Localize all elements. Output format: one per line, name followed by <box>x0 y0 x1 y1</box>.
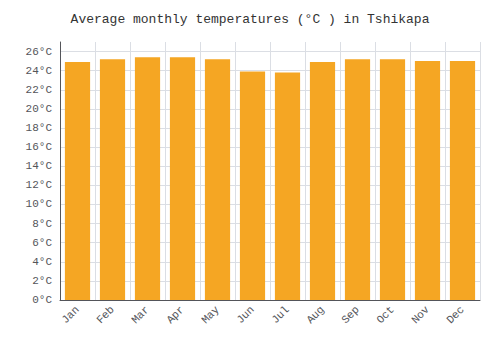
svg-text:10°C: 10°C <box>26 198 53 210</box>
svg-text:22°C: 22°C <box>26 84 53 96</box>
svg-text:Dec: Dec <box>444 304 466 326</box>
svg-text:Feb: Feb <box>94 304 116 326</box>
svg-text:Oct: Oct <box>374 304 396 326</box>
svg-text:4°C: 4°C <box>32 256 52 268</box>
svg-text:8°C: 8°C <box>32 218 52 230</box>
svg-text:20°C: 20°C <box>26 103 53 115</box>
svg-text:18°C: 18°C <box>26 122 53 134</box>
svg-text:14°C: 14°C <box>26 160 53 172</box>
svg-text:Mar: Mar <box>129 304 151 326</box>
svg-text:May: May <box>199 303 222 326</box>
svg-text:Jul: Jul <box>269 304 291 326</box>
svg-text:Nov: Nov <box>409 303 432 326</box>
svg-text:Sep: Sep <box>339 304 361 326</box>
svg-text:24°C: 24°C <box>26 65 53 77</box>
svg-text:Aug: Aug <box>304 304 326 326</box>
svg-text:12°C: 12°C <box>26 179 53 191</box>
svg-text:26°C: 26°C <box>26 46 53 58</box>
svg-text:Jan: Jan <box>59 304 81 326</box>
svg-text:Apr: Apr <box>164 304 186 326</box>
svg-text:2°C: 2°C <box>32 275 52 287</box>
svg-text:Average monthly temperatures (: Average monthly temperatures (°C ) in Ts… <box>71 12 430 27</box>
svg-text:16°C: 16°C <box>26 141 53 153</box>
svg-text:Jun: Jun <box>234 304 256 326</box>
svg-text:6°C: 6°C <box>32 237 52 249</box>
svg-text:0°C: 0°C <box>32 294 52 306</box>
